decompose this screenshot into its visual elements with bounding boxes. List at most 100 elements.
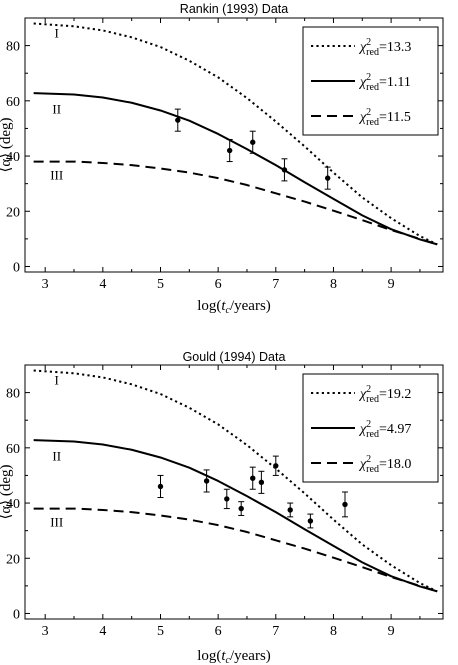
legend-sub: red [366, 117, 379, 128]
series-line-dashed [33, 507, 438, 593]
series-line-dotted [33, 369, 438, 593]
chart-title: Gould (1994) Data [183, 350, 286, 364]
legend-sub: red [366, 47, 379, 58]
data-point [258, 479, 265, 486]
y-axis-label: ⟨α⟩ (deg) [0, 118, 14, 173]
data-point [226, 147, 233, 154]
y-tick-label: 60 [6, 442, 20, 457]
x-tick-label: 4 [99, 277, 106, 292]
y-tick-label: 40 [6, 497, 20, 512]
x-label-suffix: /years) [230, 648, 271, 664]
y-tick-label: 0 [13, 607, 20, 622]
legend-sub: red [366, 464, 379, 475]
data-point [342, 501, 348, 508]
legend-entry: χ2 red=1.11 [358, 72, 411, 93]
data-point [307, 518, 314, 524]
x-axis-label: log(tc/years) [197, 648, 271, 665]
legend-var: χ [358, 40, 367, 55]
data-point [281, 167, 288, 173]
x-tick-label: 6 [215, 624, 222, 639]
legend-entry: χ2 red=11.5 [358, 107, 411, 128]
legend-value: =18.0 [379, 457, 411, 472]
y-tick-label: 20 [6, 552, 20, 567]
data-point [157, 483, 164, 490]
legend-sup: 2 [366, 72, 371, 83]
curve-label: I [55, 372, 59, 387]
legend-entry: χ2 red=4.97 [358, 419, 411, 440]
legend-entry: χ2 red=18.0 [358, 454, 411, 475]
legend-value: =1.11 [379, 75, 411, 90]
data-point [203, 478, 210, 484]
legend-var: χ [358, 387, 367, 402]
curve-label: III [50, 168, 63, 183]
y-tick-label: 40 [6, 150, 20, 165]
x-tick-label: 6 [215, 277, 222, 292]
legend-var: χ [358, 110, 367, 125]
data-point [250, 139, 256, 145]
legend-sup: 2 [366, 454, 371, 465]
series-line-solid [33, 92, 438, 246]
x-tick-label: 8 [330, 277, 337, 292]
legend-var: χ [358, 422, 367, 437]
series-line-dashed [33, 160, 438, 246]
y-axis-label: ⟨α⟩ (deg) [0, 465, 14, 520]
chart-panel-rankin: Rankin (1993) Data 3 4 5 6 7 8 9 0 20 40 60 80 log(tc… [0, 2, 444, 316]
y-tick-label: 60 [6, 95, 20, 110]
legend-value: =19.2 [379, 387, 411, 402]
legend-sup: 2 [366, 107, 371, 118]
x-tick-label: 5 [157, 277, 164, 292]
x-label-sub: c [226, 305, 231, 316]
curve-label: I [55, 25, 59, 40]
data-point [287, 507, 293, 513]
x-label-var: t [221, 648, 226, 664]
x-label-prefix: log( [197, 648, 221, 664]
y-tick-label: 0 [13, 260, 20, 275]
legend-sup: 2 [366, 419, 371, 430]
plot-frame [24, 17, 444, 273]
x-tick-label: 9 [388, 624, 395, 639]
x-tick-label: 4 [99, 624, 106, 639]
legend-entry: χ2 red=13.3 [358, 37, 411, 58]
legend-var: χ [358, 75, 367, 90]
data-point [324, 175, 331, 181]
chart-title: Rankin (1993) Data [180, 2, 288, 16]
x-tick-label: 3 [42, 277, 49, 292]
x-label-sub: c [226, 655, 231, 665]
legend-sub: red [366, 394, 379, 405]
data-point [250, 475, 256, 481]
legend-sup: 2 [366, 37, 371, 48]
legend-value: =11.5 [379, 110, 411, 125]
data-point [273, 463, 279, 469]
data-point [175, 117, 181, 123]
legend-entry: χ2 red=19.2 [358, 384, 411, 405]
curve-label: II [52, 101, 61, 116]
curve-label: III [50, 515, 63, 530]
y-tick-label: 80 [6, 40, 20, 55]
legend-value: =4.97 [379, 422, 411, 437]
x-tick-label: 7 [272, 624, 279, 639]
series-line-solid [33, 439, 438, 593]
x-tick-label: 9 [388, 277, 395, 292]
y-tick-label: 80 [6, 387, 20, 402]
legend-var: χ [358, 457, 367, 472]
series-line-dotted [33, 22, 438, 246]
x-tick-label: 7 [272, 277, 279, 292]
x-label-var: t [221, 298, 226, 314]
chart-panel-gould: Gould (1994) Data 3 4 5 6 7 8 9 0 20 40 60 80 log(tc/… [0, 350, 444, 665]
curve-label: II [52, 448, 61, 463]
y-tick-label: 20 [6, 205, 20, 220]
x-label-prefix: log( [197, 298, 221, 314]
x-axis-label: log(tc/years) [197, 298, 271, 316]
legend-sub: red [366, 82, 379, 93]
data-point [238, 505, 244, 512]
x-label-suffix: /years) [230, 298, 271, 314]
data-point [224, 496, 230, 502]
x-tick-label: 8 [330, 624, 337, 639]
legend-sup: 2 [366, 384, 371, 395]
legend-sub: red [366, 429, 379, 440]
legend-value: =13.3 [379, 40, 411, 55]
plot-frame [24, 364, 444, 620]
x-tick-label: 3 [42, 624, 49, 639]
x-tick-label: 5 [157, 624, 164, 639]
